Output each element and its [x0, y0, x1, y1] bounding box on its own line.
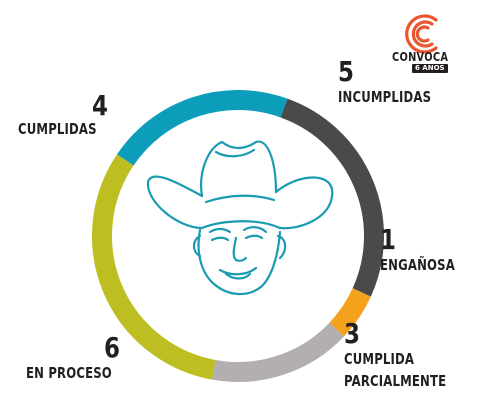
logo-badge: 6 AÑOS: [412, 64, 448, 73]
value-en-proceso: 6: [104, 331, 120, 364]
label-cumplida-line2: PARCIALMENTE: [344, 372, 447, 390]
label-en-proceso: EN PROCESO: [26, 364, 112, 382]
farmer-hat-illustration: [146, 140, 334, 296]
logo-name: CONVOCA: [392, 50, 449, 64]
donut-segment-cumplidas: [116, 90, 288, 166]
donut-ring: [92, 90, 384, 382]
value-cumplida-parcialmente: 3: [344, 317, 360, 350]
donut-segment-engañosa: [329, 288, 371, 337]
value-incumplidas: 5: [338, 55, 354, 88]
value-enganosa: 1: [380, 223, 396, 256]
label-incumplidas: INCUMPLIDAS: [338, 88, 432, 106]
label-cumplidas: CUMPLIDAS: [18, 120, 97, 138]
donut-segment-en-proceso: [92, 154, 216, 380]
convoca-logo: [405, 14, 438, 54]
label-enganosa: ENGAÑOSA: [380, 256, 455, 274]
value-cumplidas: 4: [92, 89, 108, 122]
donut-segment-incumplidas: [280, 98, 384, 297]
label-cumplida-line1: CUMPLIDA: [344, 350, 415, 368]
donut-segment-cumplida-parcialmente: [211, 322, 344, 382]
